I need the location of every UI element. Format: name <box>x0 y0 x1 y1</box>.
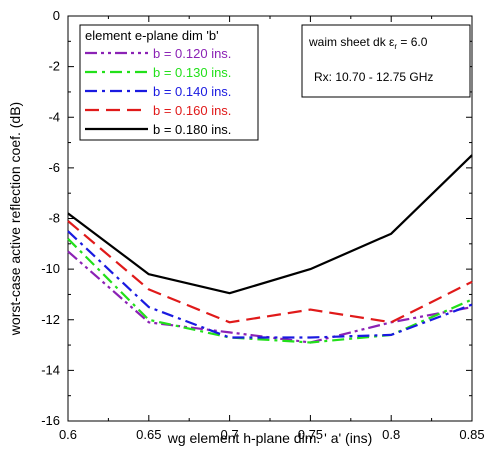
legend: element e-plane dim 'b' b = 0.120 ins. b =… <box>79 24 259 141</box>
y-tick-label: -16 <box>41 413 60 428</box>
y-tick-label: -8 <box>48 211 60 226</box>
info-box <box>301 24 471 98</box>
y-tick-label: -6 <box>48 160 60 175</box>
x-tick-label: 0.6 <box>59 427 77 442</box>
y-tick-label: -10 <box>41 261 60 276</box>
x-tick-label: 0.75 <box>298 427 323 442</box>
series-line <box>67 250 473 344</box>
series-line <box>67 154 473 295</box>
y-tick-label: 0 <box>53 8 60 23</box>
band-note: Rx: 10.70 - 12.75 GHz <box>314 70 433 84</box>
series-line <box>67 220 473 324</box>
sheet-note: waim sheet dk εr = 6.0 <box>308 35 428 51</box>
legend-entry-label: b = 0.140 ins. <box>153 84 231 99</box>
axes: 0 -2 -4 -6 -8 -10 -12 -14 -160.6 0.65 0.7 0.75 0.8 0.… <box>7 8 485 446</box>
legend-entry-label: b = 0.120 ins. <box>153 46 231 61</box>
y-tick-label: -2 <box>48 59 60 74</box>
y-axis-title: worst-case active reflection coef. (dB) <box>7 102 23 336</box>
legend-entry-label: b = 0.180 ins. <box>153 122 231 137</box>
series-line <box>67 230 473 339</box>
y-tick-label: -14 <box>41 362 60 377</box>
legend-title: element e-plane dim 'b' <box>85 28 219 43</box>
x-axis-title: wg element h-plane dim. ' a' (ins) <box>167 430 373 446</box>
x-tick-label: 0.8 <box>382 427 400 442</box>
annotations: waim sheet dk εr = 6.0 Rx: 10.70 - 12.75 … <box>301 24 471 98</box>
y-tick-label: -12 <box>41 312 60 327</box>
legend-entry-label: b = 0.160 ins. <box>153 103 231 118</box>
plot-series <box>67 154 473 344</box>
y-tick-label: -4 <box>48 109 60 124</box>
x-tick-label: 0.7 <box>221 427 239 442</box>
legend-entry-label: b = 0.130 ins. <box>153 65 231 80</box>
x-tick-label: 0.85 <box>459 427 484 442</box>
x-tick-label: 0.65 <box>136 427 161 442</box>
legend-box <box>79 24 259 141</box>
